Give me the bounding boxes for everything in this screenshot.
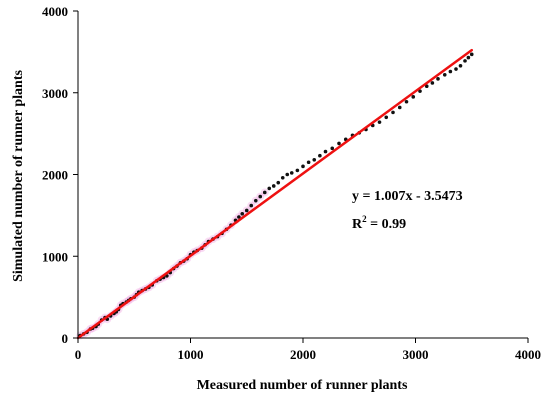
data-point (267, 186, 272, 191)
data-point (240, 211, 245, 216)
data-point (312, 157, 317, 162)
data-point (463, 59, 467, 63)
data-point (448, 69, 453, 74)
data-point (377, 120, 382, 124)
data-point (397, 105, 402, 110)
data-point (295, 168, 300, 173)
data-point (384, 115, 389, 120)
data-point (262, 190, 267, 195)
r-squared-annotation: R2 = 0.99 (352, 214, 406, 232)
r-squared-value: = 0.99 (367, 217, 406, 232)
data-point (436, 77, 440, 81)
data-point (249, 203, 254, 208)
data-point (301, 164, 305, 169)
r-squared-prefix: R (352, 217, 363, 232)
data-point (411, 95, 416, 99)
data-point (318, 153, 322, 158)
x-tick-label: 1000 (178, 347, 204, 362)
y-axis-label: Simulated number of runner plants (11, 70, 26, 282)
data-point (424, 84, 429, 89)
data-point (454, 67, 458, 71)
data-point (430, 81, 435, 85)
data-point (285, 172, 290, 177)
y-tick-label: 0 (62, 331, 69, 346)
data-point (466, 55, 471, 60)
data-point (418, 89, 422, 93)
data-point (253, 198, 258, 203)
data-point (237, 215, 241, 219)
fit-line (76, 48, 473, 340)
data-point (323, 149, 328, 154)
equation-annotation: y = 1.007x - 3.5473 (352, 189, 463, 204)
x-tick-label: 3000 (403, 347, 429, 362)
x-tick-label: 2000 (290, 347, 316, 362)
data-point (442, 72, 447, 77)
x-ticks: 0 1000 2000 3000 4000 (75, 338, 541, 362)
data-point (404, 99, 409, 104)
r-squared-exponent: 2 (362, 214, 367, 224)
y-tick-label: 1000 (42, 249, 68, 264)
data-point (458, 63, 463, 68)
data-point (289, 171, 294, 175)
x-tick-label: 4000 (515, 347, 541, 362)
data-point (337, 141, 341, 146)
data-point (306, 160, 311, 165)
x-tick-label: 0 (75, 347, 82, 362)
data-point (244, 208, 249, 213)
plot-area: 0 1000 2000 3000 4000 0 1000 2000 3000 4000 (42, 4, 541, 362)
data-point (330, 146, 335, 151)
data-point (258, 194, 263, 199)
y-tick-label: 4000 (42, 4, 68, 19)
data-point (469, 52, 474, 57)
y-ticks: 0 1000 2000 3000 4000 (42, 4, 78, 346)
data-point (276, 180, 281, 185)
x-axis-label: Measured number of runner plants (197, 378, 408, 393)
data-point (391, 110, 395, 115)
y-tick-label: 3000 (42, 86, 68, 101)
data-point (280, 175, 285, 180)
y-tick-label: 2000 (42, 168, 68, 183)
data-point (271, 184, 276, 188)
